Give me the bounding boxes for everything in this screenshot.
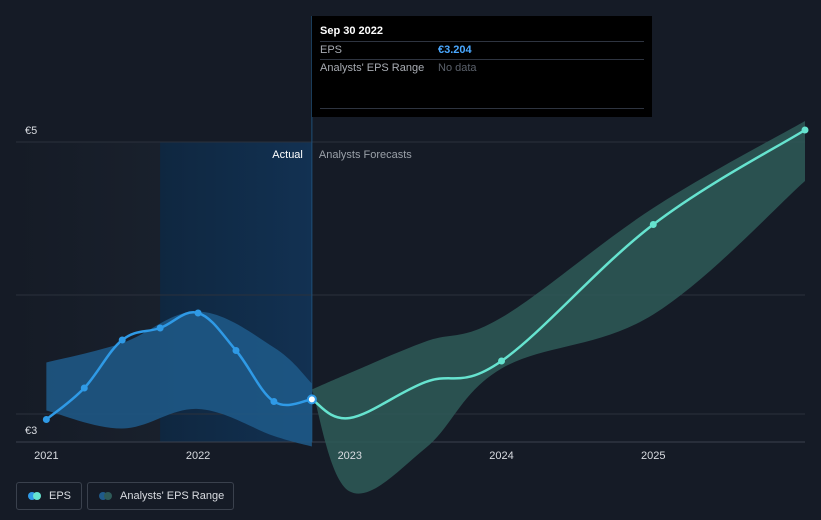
tooltip-range-row: Analysts' EPS Range No data bbox=[320, 59, 644, 77]
y-tick-label: €5 bbox=[25, 125, 37, 137]
range-swatch-icon bbox=[99, 492, 113, 500]
x-tick-label: 2022 bbox=[186, 450, 210, 462]
actual-data-point bbox=[194, 309, 202, 317]
forecast-data-point bbox=[801, 126, 809, 134]
actual-range-band bbox=[46, 311, 312, 447]
tooltip-eps-value: €3.204 bbox=[438, 44, 472, 56]
actual-data-point bbox=[270, 398, 278, 405]
tooltip-date: Sep 30 2022 bbox=[320, 25, 383, 37]
tooltip: Sep 30 2022 EPS €3.204 Analysts' EPS Ran… bbox=[312, 16, 652, 117]
eps-swatch-icon bbox=[28, 492, 42, 500]
actual-data-point bbox=[118, 336, 126, 344]
x-tick-label: 2023 bbox=[338, 450, 362, 462]
legend-range-label: Analysts' EPS Range bbox=[120, 490, 225, 502]
x-tick-label: 2021 bbox=[34, 450, 58, 462]
tooltip-range-value: No data bbox=[438, 62, 477, 74]
forecast-range-band bbox=[311, 121, 805, 494]
actual-label: Actual bbox=[272, 149, 303, 161]
legend-eps-toggle[interactable]: EPS bbox=[16, 482, 82, 510]
tooltip-range-label: Analysts' EPS Range bbox=[320, 62, 425, 74]
forecast-data-point bbox=[649, 221, 657, 228]
legend-eps-label: EPS bbox=[49, 490, 72, 502]
tooltip-eps-label: EPS bbox=[320, 44, 343, 56]
actual-data-point bbox=[42, 416, 50, 423]
forecast-data-point bbox=[498, 357, 506, 365]
actual-data-point bbox=[80, 384, 88, 392]
actual-data-point bbox=[232, 347, 240, 354]
forecast-label: Analysts Forecasts bbox=[319, 149, 412, 161]
actual-eps-line bbox=[45, 311, 313, 421]
y-tick-label: €3 bbox=[25, 425, 37, 437]
actual-data-point bbox=[156, 324, 164, 332]
selected-data-point bbox=[306, 394, 317, 405]
x-tick-label: 2025 bbox=[641, 450, 665, 462]
tooltip-eps-row: EPS €3.204 bbox=[320, 41, 644, 59]
tooltip-divider bbox=[320, 108, 644, 109]
x-tick-label: 2024 bbox=[489, 450, 513, 462]
legend-range-toggle[interactable]: Analysts' EPS Range bbox=[87, 482, 234, 510]
